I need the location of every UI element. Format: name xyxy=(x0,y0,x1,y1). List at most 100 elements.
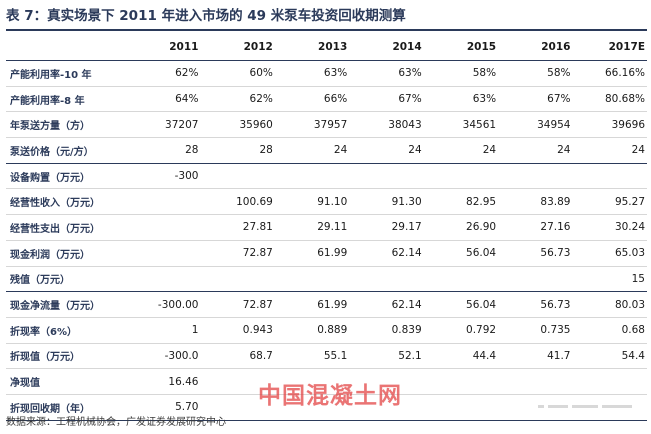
table-cell: 16.46 xyxy=(126,368,201,395)
row-label: 产能利用率-10 年 xyxy=(6,60,127,87)
table-cell: 61.99 xyxy=(274,291,350,318)
table-cell: 15 xyxy=(572,266,647,293)
row-label: 净现值 xyxy=(6,368,127,395)
table-cell: 60% xyxy=(200,60,275,87)
table-cell: 52.1 xyxy=(349,343,424,370)
table-cell: 83.89 xyxy=(498,188,573,216)
table-cell: 100.69 xyxy=(200,188,275,216)
table-cell xyxy=(349,266,424,293)
table-cell xyxy=(274,368,350,395)
table-cell: 61.99 xyxy=(274,240,350,267)
table-cell xyxy=(349,394,424,421)
header-cell-label xyxy=(6,34,127,61)
table-row: 现金净流量（万元） -300.00 72.87 61.99 62.14 56.04 56.7… xyxy=(6,291,647,318)
table-row: 折现率（6%） 1 0.943 0.889 0.839 0.792 0.735 0.68 xyxy=(6,317,647,344)
row-label: 残值（万元） xyxy=(6,266,127,293)
row-label: 年泵送方量（方） xyxy=(6,111,127,139)
table-cell: 56.73 xyxy=(498,291,573,318)
header-cell-2014: 2014 xyxy=(349,34,424,61)
table-cell: 28 xyxy=(126,137,201,164)
row-label: 经营性收入（万元） xyxy=(6,188,127,216)
row-label: 泵送价格（元/方） xyxy=(6,137,127,164)
table-cell xyxy=(498,163,573,190)
table-cell: 66.16% xyxy=(572,60,647,87)
table-cell: 56.04 xyxy=(423,291,499,318)
table-cell: 0.792 xyxy=(423,317,499,344)
table-cell xyxy=(423,266,499,293)
table-row: 净现值 16.46 xyxy=(6,368,647,395)
header-cell-2012: 2012 xyxy=(200,34,275,61)
table-cell: 0.839 xyxy=(349,317,424,344)
watermark-decoration xyxy=(538,396,638,408)
table-cell: 54.4 xyxy=(572,343,647,370)
table-cell xyxy=(200,266,275,293)
table-cell: 28 xyxy=(200,137,275,164)
table-cell: 64% xyxy=(126,86,201,113)
table-cell: 67% xyxy=(349,86,424,113)
table-cell xyxy=(274,266,350,293)
table-cell xyxy=(200,394,275,421)
table-cell xyxy=(126,266,201,293)
table-cell: 62% xyxy=(126,60,201,87)
row-label: 折现率（6%） xyxy=(6,317,127,344)
table-cell: 0.943 xyxy=(200,317,275,344)
row-label: 现金利润（万元） xyxy=(6,240,127,267)
header-cell-2013: 2013 xyxy=(274,34,350,61)
table-cell: 56.04 xyxy=(423,240,499,267)
row-label: 经营性支出（万元） xyxy=(6,214,127,241)
table-cell xyxy=(274,394,350,421)
table-cell: 26.90 xyxy=(423,214,499,241)
table-cell: -300 xyxy=(126,163,201,190)
table-cell: 0.889 xyxy=(274,317,350,344)
table-cell xyxy=(126,240,201,267)
table-cell xyxy=(126,188,201,216)
table-cell xyxy=(423,394,499,421)
header-cell-2016: 2016 xyxy=(498,34,573,61)
table-cell: 24 xyxy=(274,137,350,164)
table-cell: 27.81 xyxy=(200,214,275,241)
table-cell: 29.11 xyxy=(274,214,350,241)
table-row: 产能利用率-8 年 64% 62% 66% 67% 63% 67% 80.68% xyxy=(6,86,647,113)
table-cell: 58% xyxy=(498,60,573,87)
table-cell: 58% xyxy=(423,60,499,87)
table-row: 泵送价格（元/方） 28 28 24 24 24 24 24 xyxy=(6,137,647,164)
table-cell xyxy=(274,163,350,190)
table-cell: 37207 xyxy=(126,111,201,139)
table-body: 产能利用率-10 年 62% 60% 63% 63% 58% 58% 66.16% 产能利用率-… xyxy=(6,60,647,421)
header-row: 2011 2012 2013 2014 2015 2016 2017E xyxy=(6,34,647,61)
table-row: 残值（万元） 15 xyxy=(6,266,647,293)
table-cell: 34954 xyxy=(498,111,573,139)
table-cell: 63% xyxy=(349,60,424,87)
table-cell: 72.87 xyxy=(200,291,275,318)
table-cell: 95.27 xyxy=(572,188,647,216)
table-row: 设备购置（万元） -300 xyxy=(6,163,647,190)
table-row: 年泵送方量（方） 37207 35960 37957 38043 34561 34954 39… xyxy=(6,111,647,139)
table-cell: 80.03 xyxy=(572,291,647,318)
table-cell: 63% xyxy=(274,60,350,87)
table-cell: 24 xyxy=(349,137,424,164)
table-cell: 63% xyxy=(423,86,499,113)
watermark-text: 中国混凝土网 xyxy=(258,383,402,409)
table-cell: 44.4 xyxy=(423,343,499,370)
table-cell: 38043 xyxy=(349,111,424,139)
row-label: 折现值（万元） xyxy=(6,343,127,370)
table-cell: 0.68 xyxy=(572,317,647,344)
table-cell: 27.16 xyxy=(498,214,573,241)
table-cell xyxy=(126,214,201,241)
table-cell: 39696 xyxy=(572,111,647,139)
table-cell: 37957 xyxy=(274,111,350,139)
table-cell: 62.14 xyxy=(349,240,424,267)
table-cell: 67% xyxy=(498,86,573,113)
table-cell: 66% xyxy=(274,86,350,113)
table-row: 经营性支出（万元） 27.81 29.11 29.17 26.90 27.16 30.24 xyxy=(6,214,647,241)
row-label: 折现回收期（年） xyxy=(6,394,127,421)
table-cell: 91.10 xyxy=(274,188,350,216)
table-cell xyxy=(498,266,573,293)
table-cell: 72.87 xyxy=(200,240,275,267)
table-cell: 41.7 xyxy=(498,343,573,370)
table-cell: 55.1 xyxy=(274,343,350,370)
table-cell: 30.24 xyxy=(572,214,647,241)
table-cell: 91.30 xyxy=(349,188,424,216)
table-cell: 0.735 xyxy=(498,317,573,344)
row-label: 现金净流量（万元） xyxy=(6,291,127,318)
